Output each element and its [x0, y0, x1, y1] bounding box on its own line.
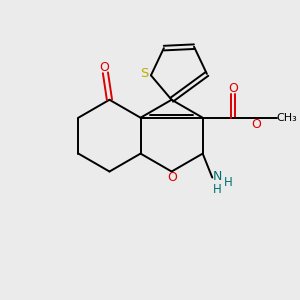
Text: H: H — [213, 183, 222, 196]
Text: S: S — [140, 68, 149, 80]
Text: CH₃: CH₃ — [277, 113, 297, 123]
Text: O: O — [228, 82, 238, 95]
Text: O: O — [99, 61, 109, 74]
Text: O: O — [167, 171, 177, 184]
Text: N: N — [213, 169, 222, 183]
Text: H: H — [224, 176, 233, 189]
Text: O: O — [251, 118, 261, 130]
